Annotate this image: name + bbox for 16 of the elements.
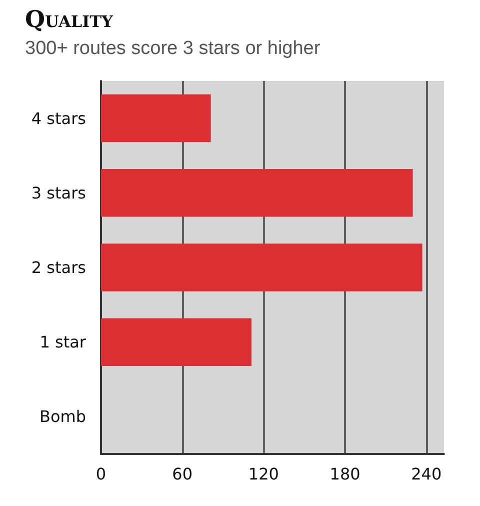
y-tick-label: 3 stars <box>31 183 86 202</box>
bar <box>101 169 413 217</box>
bar <box>101 244 422 292</box>
chart-subtitle: 300+ routes score 3 stars or higher <box>25 38 320 60</box>
x-tick-label: 240 <box>411 464 442 484</box>
x-tick-label: 120 <box>248 464 279 484</box>
x-tick-label: 60 <box>172 464 193 484</box>
y-tick-label: 2 stars <box>31 258 86 277</box>
bar <box>101 94 211 142</box>
x-tick-label: 180 <box>330 464 360 484</box>
x-tick-label: 0 <box>96 464 106 484</box>
y-tick-label: 1 star <box>40 332 86 352</box>
chart-title: Quality <box>25 6 113 33</box>
y-tick-label: Bomb <box>39 407 86 426</box>
bar <box>101 318 252 366</box>
y-tick-label: 4 stars <box>31 108 86 128</box>
